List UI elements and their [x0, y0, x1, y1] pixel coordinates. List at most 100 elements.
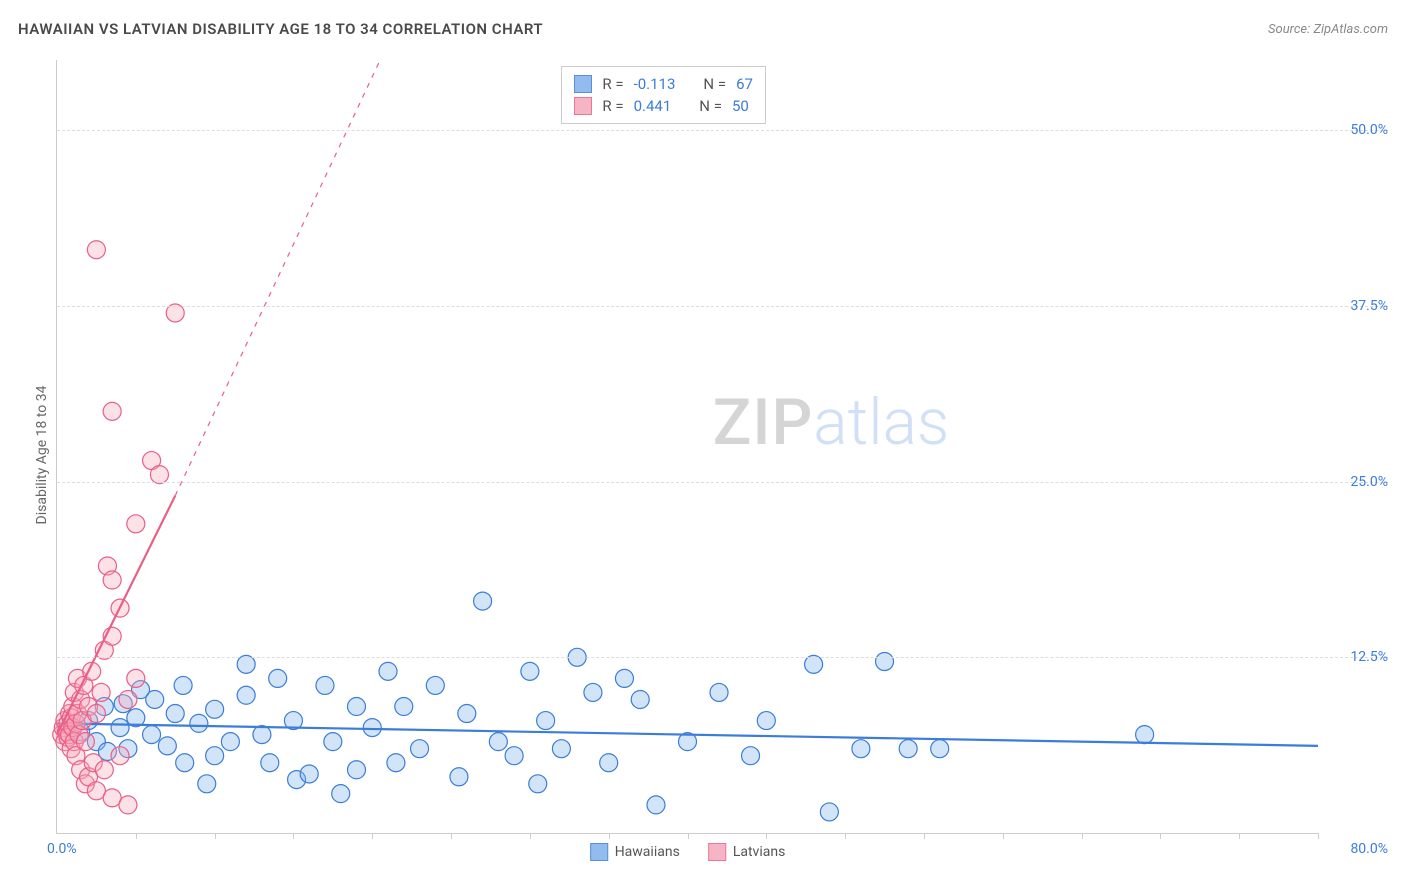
page-title: HAWAIIAN VS LATVIAN DISABILITY AGE 18 TO… — [18, 20, 543, 38]
y-tick-label: 37.5% — [1328, 298, 1388, 314]
x-tick — [1239, 833, 1240, 839]
swatch-latvians — [574, 97, 592, 115]
scatter-point-hawaiians — [176, 754, 194, 772]
scatter-point-latvians — [127, 515, 145, 533]
legend-entry-latvians: Latvians — [708, 843, 786, 861]
scatter-point-latvians — [119, 690, 137, 708]
scatter-point-hawaiians — [332, 785, 350, 803]
scatter-point-hawaiians — [190, 714, 208, 732]
gridline — [57, 130, 1388, 131]
scatter-point-latvians — [92, 683, 110, 701]
swatch-hawaiians — [590, 843, 608, 861]
gridline — [57, 306, 1388, 307]
scatter-point-hawaiians — [710, 683, 728, 701]
scatter-point-latvians — [119, 796, 137, 814]
swatch-latvians — [708, 843, 726, 861]
scatter-point-latvians — [95, 761, 113, 779]
legend-entry-hawaiians: Hawaiians — [590, 843, 680, 861]
plot-area: Disability Age 18 to 34 ZIPatlas R = -0.… — [56, 60, 1318, 834]
x-axis-origin-label: 0.0% — [47, 841, 77, 857]
scatter-point-hawaiians — [198, 775, 216, 793]
x-tick — [845, 833, 846, 839]
scatter-point-hawaiians — [206, 747, 224, 765]
scatter-point-latvians — [103, 571, 121, 589]
scatter-point-hawaiians — [387, 754, 405, 772]
n-label: N = — [699, 97, 722, 115]
scatter-point-hawaiians — [426, 676, 444, 694]
scatter-point-hawaiians — [158, 737, 176, 755]
scatter-point-hawaiians — [852, 740, 870, 758]
source-prefix: Source: — [1268, 22, 1313, 37]
chart-container: Disability Age 18 to 34 ZIPatlas R = -0.… — [18, 50, 1388, 874]
scatter-point-hawaiians — [146, 690, 164, 708]
scatter-point-hawaiians — [347, 698, 365, 716]
r-label: R = — [602, 75, 623, 93]
scatter-point-hawaiians — [615, 669, 633, 687]
scatter-point-hawaiians — [876, 653, 894, 671]
scatter-point-hawaiians — [742, 747, 760, 765]
scatter-point-hawaiians — [552, 740, 570, 758]
x-tick — [924, 833, 925, 839]
n-value-hawaiians: 67 — [736, 75, 753, 93]
scatter-point-hawaiians — [529, 775, 547, 793]
swatch-hawaiians — [574, 75, 592, 93]
scatter-point-hawaiians — [537, 712, 555, 730]
y-axis-label: Disability Age 18 to 34 — [34, 385, 50, 524]
scatter-point-hawaiians — [411, 740, 429, 758]
scatter-point-hawaiians — [521, 662, 539, 680]
scatter-point-hawaiians — [757, 712, 775, 730]
trend-line-ext-latvians — [175, 60, 380, 496]
scatter-point-hawaiians — [300, 765, 318, 783]
x-tick — [609, 833, 610, 839]
scatter-point-latvians — [127, 669, 145, 687]
stat-row-latvians: R = 0.441 N = 50 — [574, 95, 753, 117]
y-tick-label: 50.0% — [1328, 122, 1388, 138]
x-axis-max-label: 80.0% — [1328, 841, 1388, 857]
scatter-point-hawaiians — [584, 683, 602, 701]
scatter-point-hawaiians — [269, 669, 287, 687]
scatter-point-hawaiians — [363, 719, 381, 737]
y-tick-label: 25.0% — [1328, 474, 1388, 490]
scatter-point-hawaiians — [166, 705, 184, 723]
x-tick — [1003, 833, 1004, 839]
scatter-point-hawaiians — [174, 676, 192, 694]
scatter-point-hawaiians — [316, 676, 334, 694]
scatter-point-hawaiians — [237, 686, 255, 704]
scatter-point-hawaiians — [395, 698, 413, 716]
scatter-point-hawaiians — [489, 733, 507, 751]
scatter-point-hawaiians — [931, 740, 949, 758]
x-tick — [688, 833, 689, 839]
x-tick — [1318, 833, 1319, 839]
source-attribution: Source: ZipAtlas.com — [1268, 22, 1388, 37]
x-tick — [530, 833, 531, 839]
r-value-hawaiians: -0.113 — [634, 75, 676, 93]
legend-label-latvians: Latvians — [733, 844, 786, 860]
x-tick — [1160, 833, 1161, 839]
scatter-point-hawaiians — [450, 768, 468, 786]
scatter-point-latvians — [76, 733, 94, 751]
scatter-point-hawaiians — [143, 726, 161, 744]
r-label: R = — [602, 97, 623, 115]
scatter-point-latvians — [103, 402, 121, 420]
x-tick — [1082, 833, 1083, 839]
r-value-latvians: 0.441 — [634, 97, 672, 115]
scatter-point-hawaiians — [474, 592, 492, 610]
scatter-point-hawaiians — [899, 740, 917, 758]
x-tick — [372, 833, 373, 839]
scatter-point-hawaiians — [253, 726, 271, 744]
scatter-point-latvians — [87, 241, 105, 259]
scatter-point-hawaiians — [261, 754, 279, 772]
scatter-svg — [57, 60, 1318, 833]
scatter-point-latvians — [87, 705, 105, 723]
x-tick — [293, 833, 294, 839]
scatter-point-hawaiians — [820, 803, 838, 821]
gridline — [57, 482, 1388, 483]
x-tick — [451, 833, 452, 839]
gridline — [57, 657, 1388, 658]
legend-bottom: Hawaiians Latvians — [590, 843, 786, 861]
n-value-latvians: 50 — [732, 97, 749, 115]
scatter-point-hawaiians — [458, 705, 476, 723]
header: HAWAIIAN VS LATVIAN DISABILITY AGE 18 TO… — [18, 20, 1388, 38]
legend-label-hawaiians: Hawaiians — [615, 844, 680, 860]
scatter-point-hawaiians — [111, 719, 129, 737]
